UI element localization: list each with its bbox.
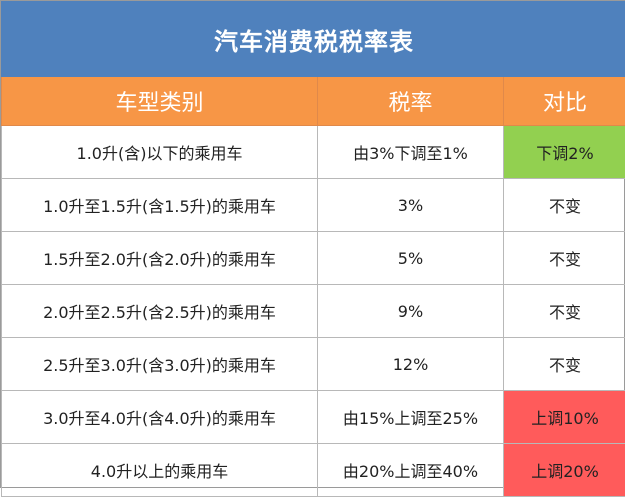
tax-rate-cell: 由20%上调至40% xyxy=(318,444,504,497)
tax-rate-cell: 12% xyxy=(318,338,504,391)
table-row: 1.0升至1.5升(含1.5升)的乘用车 3% 不变 xyxy=(2,179,625,232)
header-comparison: 对比 xyxy=(504,77,625,126)
vehicle-type-cell: 1.5升至2.0升(含2.0升)的乘用车 xyxy=(2,232,318,285)
comparison-cell: 上调10% xyxy=(504,391,625,444)
table-title: 汽车消费税税率表 xyxy=(2,2,625,77)
vehicle-type-cell: 2.0升至2.5升(含2.5升)的乘用车 xyxy=(2,285,318,338)
vehicle-type-cell: 3.0升至4.0升(含4.0升)的乘用车 xyxy=(2,391,318,444)
tax-rate-cell: 由3%下调至1% xyxy=(318,126,504,179)
vehicle-type-cell: 1.0升(含)以下的乘用车 xyxy=(2,126,318,179)
tax-rate-cell: 3% xyxy=(318,179,504,232)
comparison-cell: 不变 xyxy=(504,338,625,391)
table-row: 1.0升(含)以下的乘用车 由3%下调至1% 下调2% xyxy=(2,126,625,179)
table-row: 4.0升以上的乘用车 由20%上调至40% 上调20% xyxy=(2,444,625,497)
comparison-cell: 上调20% xyxy=(504,444,625,497)
tax-rate-cell: 9% xyxy=(318,285,504,338)
header-tax-rate: 税率 xyxy=(318,77,504,126)
header-vehicle-type: 车型类别 xyxy=(2,77,318,126)
title-row: 汽车消费税税率表 xyxy=(2,2,625,77)
vehicle-type-cell: 1.0升至1.5升(含1.5升)的乘用车 xyxy=(2,179,318,232)
table-row: 2.5升至3.0升(含3.0升)的乘用车 12% 不变 xyxy=(2,338,625,391)
comparison-cell: 不变 xyxy=(504,179,625,232)
tax-rate-cell: 5% xyxy=(318,232,504,285)
table-row: 3.0升至4.0升(含4.0升)的乘用车 由15%上调至25% 上调10% xyxy=(2,391,625,444)
comparison-cell: 下调2% xyxy=(504,126,625,179)
table-row: 2.0升至2.5升(含2.5升)的乘用车 9% 不变 xyxy=(2,285,625,338)
table-row: 1.5升至2.0升(含2.0升)的乘用车 5% 不变 xyxy=(2,232,625,285)
tax-rate-cell: 由15%上调至25% xyxy=(318,391,504,444)
comparison-cell: 不变 xyxy=(504,285,625,338)
comparison-cell: 不变 xyxy=(504,232,625,285)
header-row: 车型类别 税率 对比 xyxy=(2,77,625,126)
vehicle-type-cell: 4.0升以上的乘用车 xyxy=(2,444,318,497)
vehicle-type-cell: 2.5升至3.0升(含3.0升)的乘用车 xyxy=(2,338,318,391)
